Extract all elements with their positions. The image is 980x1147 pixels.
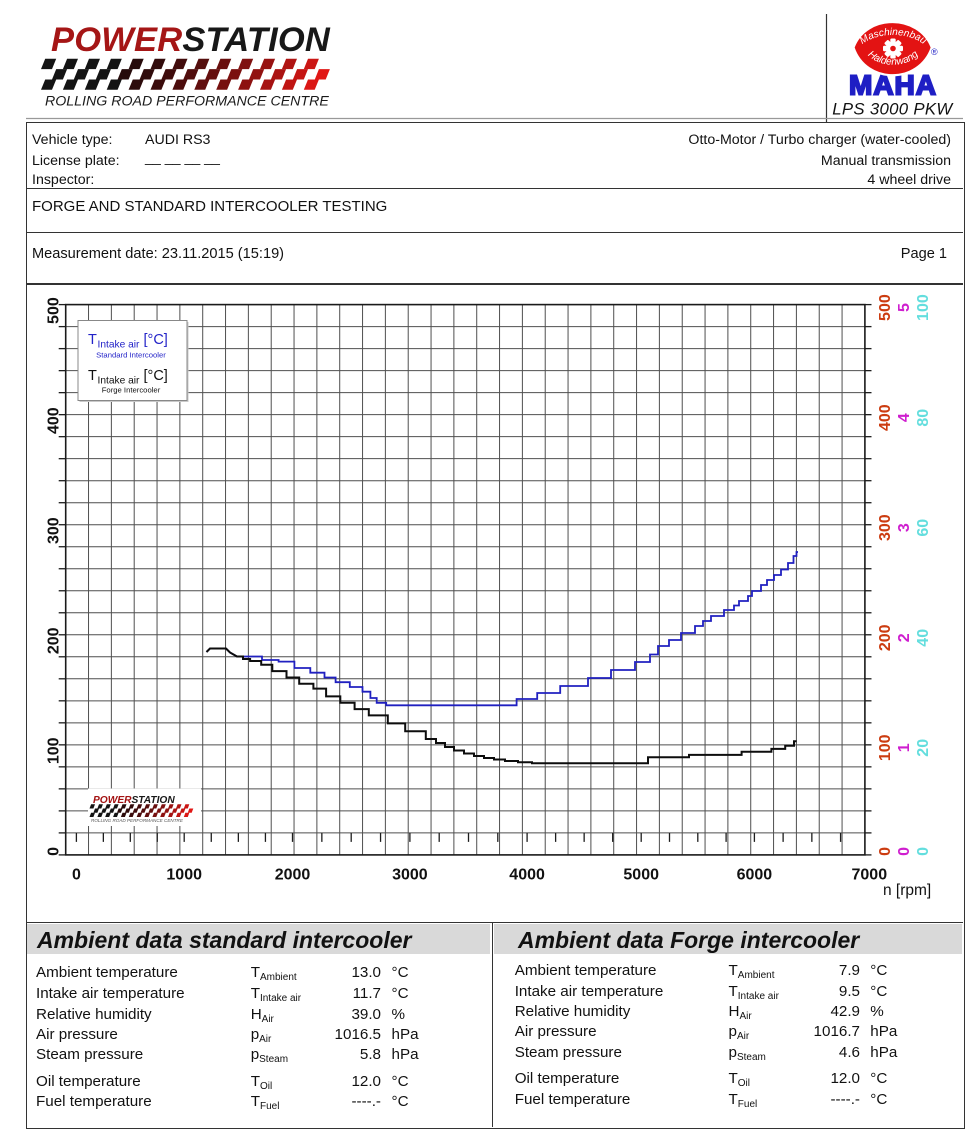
svg-text:4: 4 bbox=[896, 413, 913, 422]
svg-text:3: 3 bbox=[896, 523, 913, 532]
svg-text:ROLLING ROAD PERFORMANCE CENTR: ROLLING ROAD PERFORMANCE CENTRE bbox=[91, 818, 184, 823]
svg-text:Forge Intercooler: Forge Intercooler bbox=[102, 386, 161, 395]
svg-text:POWERSTATION: POWERSTATION bbox=[93, 795, 175, 806]
svg-text:T: T bbox=[88, 368, 97, 384]
svg-text:MAHA: MAHA bbox=[849, 70, 937, 101]
svg-text:100: 100 bbox=[915, 294, 932, 321]
svg-text:1000: 1000 bbox=[166, 867, 202, 884]
svg-text:500: 500 bbox=[877, 294, 894, 321]
svg-text:Standard Intercooler: Standard Intercooler bbox=[96, 351, 166, 360]
svg-text:5000: 5000 bbox=[623, 867, 659, 884]
svg-text:2000: 2000 bbox=[275, 867, 311, 884]
svg-text:LPS 3000 PKW: LPS 3000 PKW bbox=[832, 100, 954, 119]
svg-text:0: 0 bbox=[46, 847, 63, 856]
svg-text:7000: 7000 bbox=[852, 867, 888, 884]
svg-text:200: 200 bbox=[877, 624, 894, 651]
svg-text:n [rpm]: n [rpm] bbox=[883, 882, 931, 899]
svg-text:100: 100 bbox=[877, 734, 894, 761]
svg-text:20: 20 bbox=[915, 739, 932, 757]
svg-text:3000: 3000 bbox=[392, 867, 428, 884]
svg-text:[°C]: [°C] bbox=[144, 332, 168, 348]
svg-text:Intake air: Intake air bbox=[98, 340, 141, 351]
svg-text:0: 0 bbox=[877, 847, 894, 856]
svg-text:5: 5 bbox=[896, 303, 913, 312]
svg-text:POWERSTATION: POWERSTATION bbox=[51, 21, 331, 59]
svg-text:100: 100 bbox=[46, 737, 63, 764]
svg-text:40: 40 bbox=[915, 629, 932, 647]
svg-text:Intake air: Intake air bbox=[98, 376, 141, 387]
svg-text:300: 300 bbox=[46, 517, 63, 544]
svg-text:80: 80 bbox=[915, 409, 932, 427]
svg-text:2: 2 bbox=[896, 633, 913, 642]
svg-text:400: 400 bbox=[46, 407, 63, 434]
svg-text:1: 1 bbox=[896, 743, 913, 752]
svg-text:0: 0 bbox=[896, 847, 913, 856]
svg-text:500: 500 bbox=[46, 297, 63, 324]
svg-text:0: 0 bbox=[915, 847, 932, 856]
svg-text:6000: 6000 bbox=[737, 867, 773, 884]
svg-text:300: 300 bbox=[877, 514, 894, 541]
svg-text:®: ® bbox=[931, 47, 938, 57]
svg-text:200: 200 bbox=[46, 627, 63, 654]
svg-text:ROLLING ROAD PERFORMANCE CENTR: ROLLING ROAD PERFORMANCE CENTRE bbox=[45, 94, 329, 110]
svg-text:400: 400 bbox=[877, 404, 894, 431]
svg-text:T: T bbox=[88, 332, 97, 348]
svg-text:[°C]: [°C] bbox=[144, 368, 168, 384]
svg-text:4000: 4000 bbox=[509, 867, 545, 884]
svg-text:60: 60 bbox=[915, 519, 932, 537]
svg-text:0: 0 bbox=[72, 867, 81, 884]
